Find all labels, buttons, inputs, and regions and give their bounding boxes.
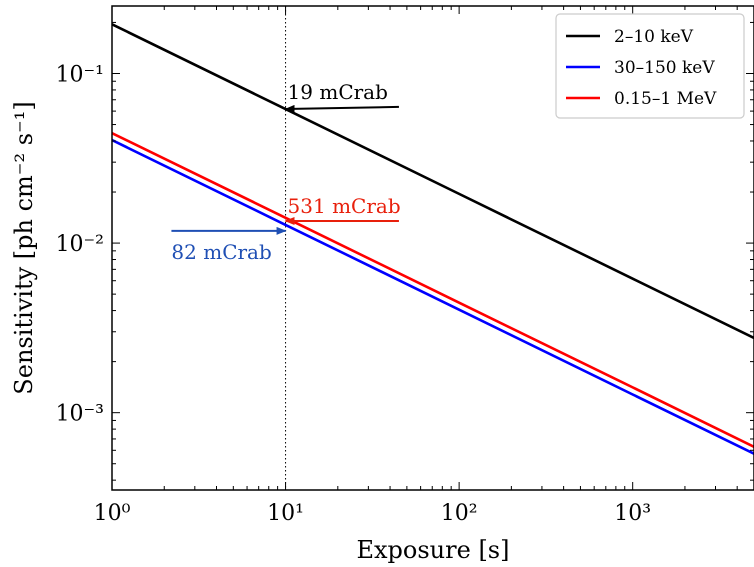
annotation-label-1: 531 mCrab — [288, 194, 401, 218]
annotation-label-2: 82 mCrab — [171, 240, 271, 264]
y-tick-label-2: 10⁻¹ — [56, 62, 104, 87]
series-line-2 — [112, 131, 754, 448]
annotation-label-0: 19 mCrab — [288, 80, 388, 104]
axes-layer: 19 mCrab 531 mCrab 82 mCrab 10⁰ 10¹ 10² 10³ 10⁻… — [56, 5, 754, 526]
legend-label-0: 2–10 keV — [614, 27, 694, 47]
plot-layer — [112, 6, 754, 490]
legend-box — [555, 13, 745, 119]
series-line-0 — [112, 23, 754, 340]
y-axis-title: Sensitivity [ph cm⁻² s⁻¹] — [10, 101, 38, 394]
x-tick-label-0: 10⁰ — [94, 501, 131, 526]
legend: 2–10 keV 30–150 keV 0.15–1 MeV — [555, 13, 745, 119]
series-line-1 — [112, 138, 754, 455]
x-tick-label-1: 10¹ — [267, 501, 304, 526]
x-tick-label-3: 10³ — [614, 501, 651, 526]
x-tick-label-2: 10² — [441, 501, 478, 526]
legend-label-1: 30–150 keV — [614, 58, 715, 78]
y-tick-label-0: 10⁻³ — [56, 402, 104, 427]
x-axis-title: Exposure [s] — [357, 536, 510, 564]
plot-frame — [111, 5, 754, 491]
legend-label-2: 0.15–1 MeV — [614, 89, 717, 109]
annotation-arrow-0 — [284, 104, 399, 113]
y-tick-label-1: 10⁻² — [56, 232, 104, 257]
